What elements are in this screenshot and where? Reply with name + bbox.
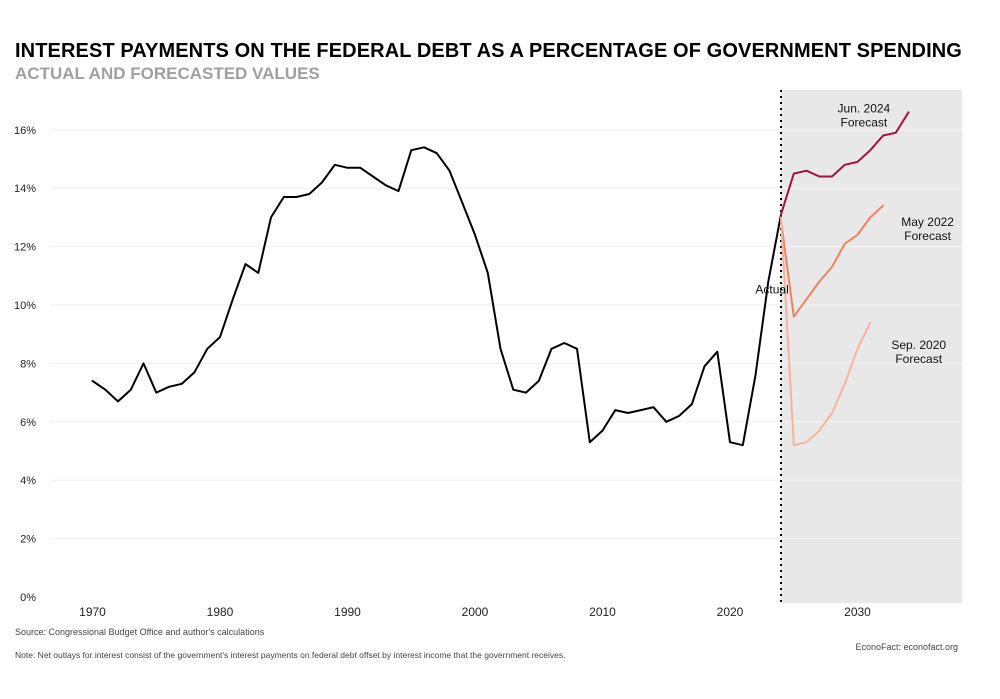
series-annotation: May 2022 Forecast — [901, 215, 954, 243]
x-tick-label: 2000 — [462, 605, 489, 619]
footnote: Note: Net outlays for interest consist o… — [15, 650, 566, 660]
y-tick-label: 10% — [14, 300, 36, 312]
series-line-sep-2020-forecast — [780, 216, 872, 447]
x-tick-label: 2020 — [717, 605, 744, 619]
chart-title: INTEREST PAYMENTS ON THE FEDERAL DEBT AS… — [15, 40, 962, 62]
y-tick-label: 8% — [20, 358, 36, 370]
chart-subtitle: ACTUAL AND FORECASTED VALUES — [15, 64, 320, 83]
source-note: Source: Congressional Budget Office and … — [15, 627, 265, 637]
series-line-may-2022-forecast — [780, 204, 884, 318]
x-tick-label: 2030 — [844, 605, 871, 619]
series-line-actual — [91, 146, 782, 447]
series-line-jun-2024-forecast — [780, 111, 910, 216]
y-tick-label: 4% — [20, 475, 36, 487]
y-tick-label: 2% — [20, 534, 36, 546]
credit-label: EconoFact: econofact.org — [855, 642, 958, 652]
y-tick-label: 0% — [20, 592, 36, 604]
x-tick-label: 2010 — [589, 605, 616, 619]
y-tick-label: 12% — [14, 242, 36, 254]
x-tick-label: 1970 — [79, 605, 106, 619]
y-tick-label: 6% — [20, 417, 36, 429]
y-tick-label: 16% — [14, 125, 36, 137]
forecast-region — [781, 90, 962, 603]
series-annotation: Actual — [755, 282, 788, 296]
series-annotation: Sep. 2020 Forecast — [891, 338, 946, 366]
x-tick-label: 1990 — [334, 605, 361, 619]
series-annotation: Jun. 2024 Forecast — [838, 101, 891, 129]
x-tick-label: 1980 — [207, 605, 234, 619]
y-tick-label: 14% — [14, 183, 36, 195]
